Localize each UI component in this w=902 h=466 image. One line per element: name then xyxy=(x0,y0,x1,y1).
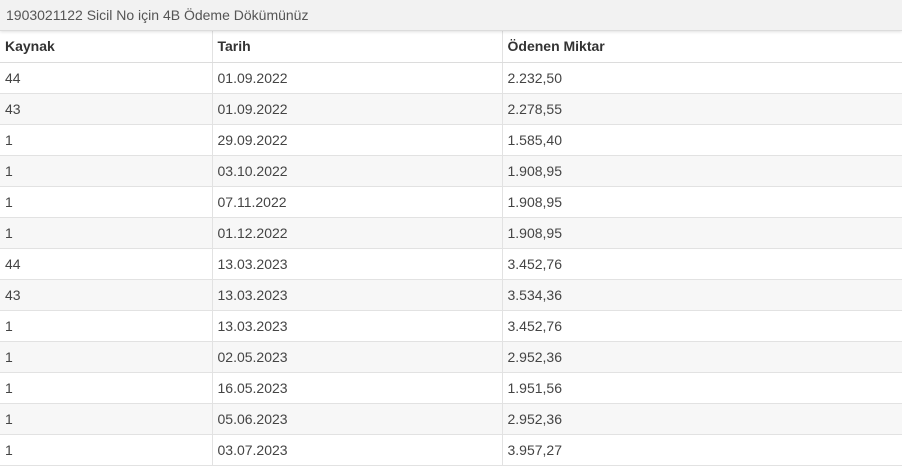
odenen-miktar-cell: 3.957,27 xyxy=(501,434,902,466)
tarih-cell: 13.03.2023 xyxy=(211,310,502,342)
odenen-miktar-cell: 1.908,95 xyxy=(501,186,902,218)
table-row: 43 13.03.2023 3.534,36 xyxy=(0,279,902,311)
table-row: 1 05.06.2023 2.952,36 xyxy=(0,403,902,435)
table-header-row: Kaynak Tarih Ödenen Miktar xyxy=(0,31,902,63)
table-row: 43 01.09.2022 2.278,55 xyxy=(0,93,902,125)
tarih-cell: 02.05.2023 xyxy=(211,341,502,373)
table-row: 44 01.09.2022 2.232,50 xyxy=(0,62,902,94)
kaynak-cell: 43 xyxy=(0,93,212,125)
tarih-cell: 01.09.2022 xyxy=(211,62,502,94)
kaynak-cell: 1 xyxy=(0,310,212,342)
table-row: 44 13.03.2023 3.452,76 xyxy=(0,248,902,280)
tarih-cell: 13.03.2023 xyxy=(211,279,502,311)
payment-table: Kaynak Tarih Ödenen Miktar 44 01.09.2022 2… xyxy=(0,31,902,466)
table-row: 1 13.03.2023 3.452,76 xyxy=(0,310,902,342)
kaynak-cell: 1 xyxy=(0,434,212,466)
odenen-miktar-cell: 1.585,40 xyxy=(501,124,902,156)
odenen-miktar-cell: 2.278,55 xyxy=(501,93,902,125)
kaynak-cell: 1 xyxy=(0,341,212,373)
kaynak-cell: 1 xyxy=(0,186,212,218)
column-header-kaynak: Kaynak xyxy=(0,31,212,63)
tarih-cell: 13.03.2023 xyxy=(211,248,502,280)
panel-title: 1903021122 Sicil No için 4B Ödeme Dökümü… xyxy=(0,0,902,31)
tarih-cell: 05.06.2023 xyxy=(211,403,502,435)
kaynak-cell: 1 xyxy=(0,217,212,249)
odenen-miktar-cell: 2.232,50 xyxy=(501,62,902,94)
table-row: 1 16.05.2023 1.951,56 xyxy=(0,372,902,404)
odenen-miktar-cell: 1.908,95 xyxy=(501,155,902,187)
table-row: 1 07.11.2022 1.908,95 xyxy=(0,186,902,218)
kaynak-cell: 44 xyxy=(0,62,212,94)
table-row: 1 29.09.2022 1.585,40 xyxy=(0,124,902,156)
odenen-miktar-cell: 3.452,76 xyxy=(501,310,902,342)
tarih-cell: 01.09.2022 xyxy=(211,93,502,125)
tarih-cell: 03.10.2022 xyxy=(211,155,502,187)
tarih-cell: 07.11.2022 xyxy=(211,186,502,218)
kaynak-cell: 44 xyxy=(0,248,212,280)
tarih-cell: 29.09.2022 xyxy=(211,124,502,156)
kaynak-cell: 1 xyxy=(0,155,212,187)
odenen-miktar-cell: 1.951,56 xyxy=(501,372,902,404)
table-body: 44 01.09.2022 2.232,50 43 01.09.2022 2.278,55… xyxy=(0,62,902,466)
tarih-cell: 16.05.2023 xyxy=(211,372,502,404)
kaynak-cell: 1 xyxy=(0,403,212,435)
odenen-miktar-cell: 2.952,36 xyxy=(501,341,902,373)
table-row: 1 03.10.2022 1.908,95 xyxy=(0,155,902,187)
odenen-miktar-cell: 2.952,36 xyxy=(501,403,902,435)
odenen-miktar-cell: 1.908,95 xyxy=(501,217,902,249)
kaynak-cell: 43 xyxy=(0,279,212,311)
odenen-miktar-cell: 3.452,76 xyxy=(501,248,902,280)
table-row: 1 01.12.2022 1.908,95 xyxy=(0,217,902,249)
odenen-miktar-cell: 3.534,36 xyxy=(501,279,902,311)
tarih-cell: 03.07.2023 xyxy=(211,434,502,466)
kaynak-cell: 1 xyxy=(0,372,212,404)
table-row: 1 02.05.2023 2.952,36 xyxy=(0,341,902,373)
column-header-odenen-miktar: Ödenen Miktar xyxy=(501,31,902,63)
kaynak-cell: 1 xyxy=(0,124,212,156)
column-header-tarih: Tarih xyxy=(211,31,502,63)
table-row: 1 03.07.2023 3.957,27 xyxy=(0,434,902,466)
tarih-cell: 01.12.2022 xyxy=(211,217,502,249)
